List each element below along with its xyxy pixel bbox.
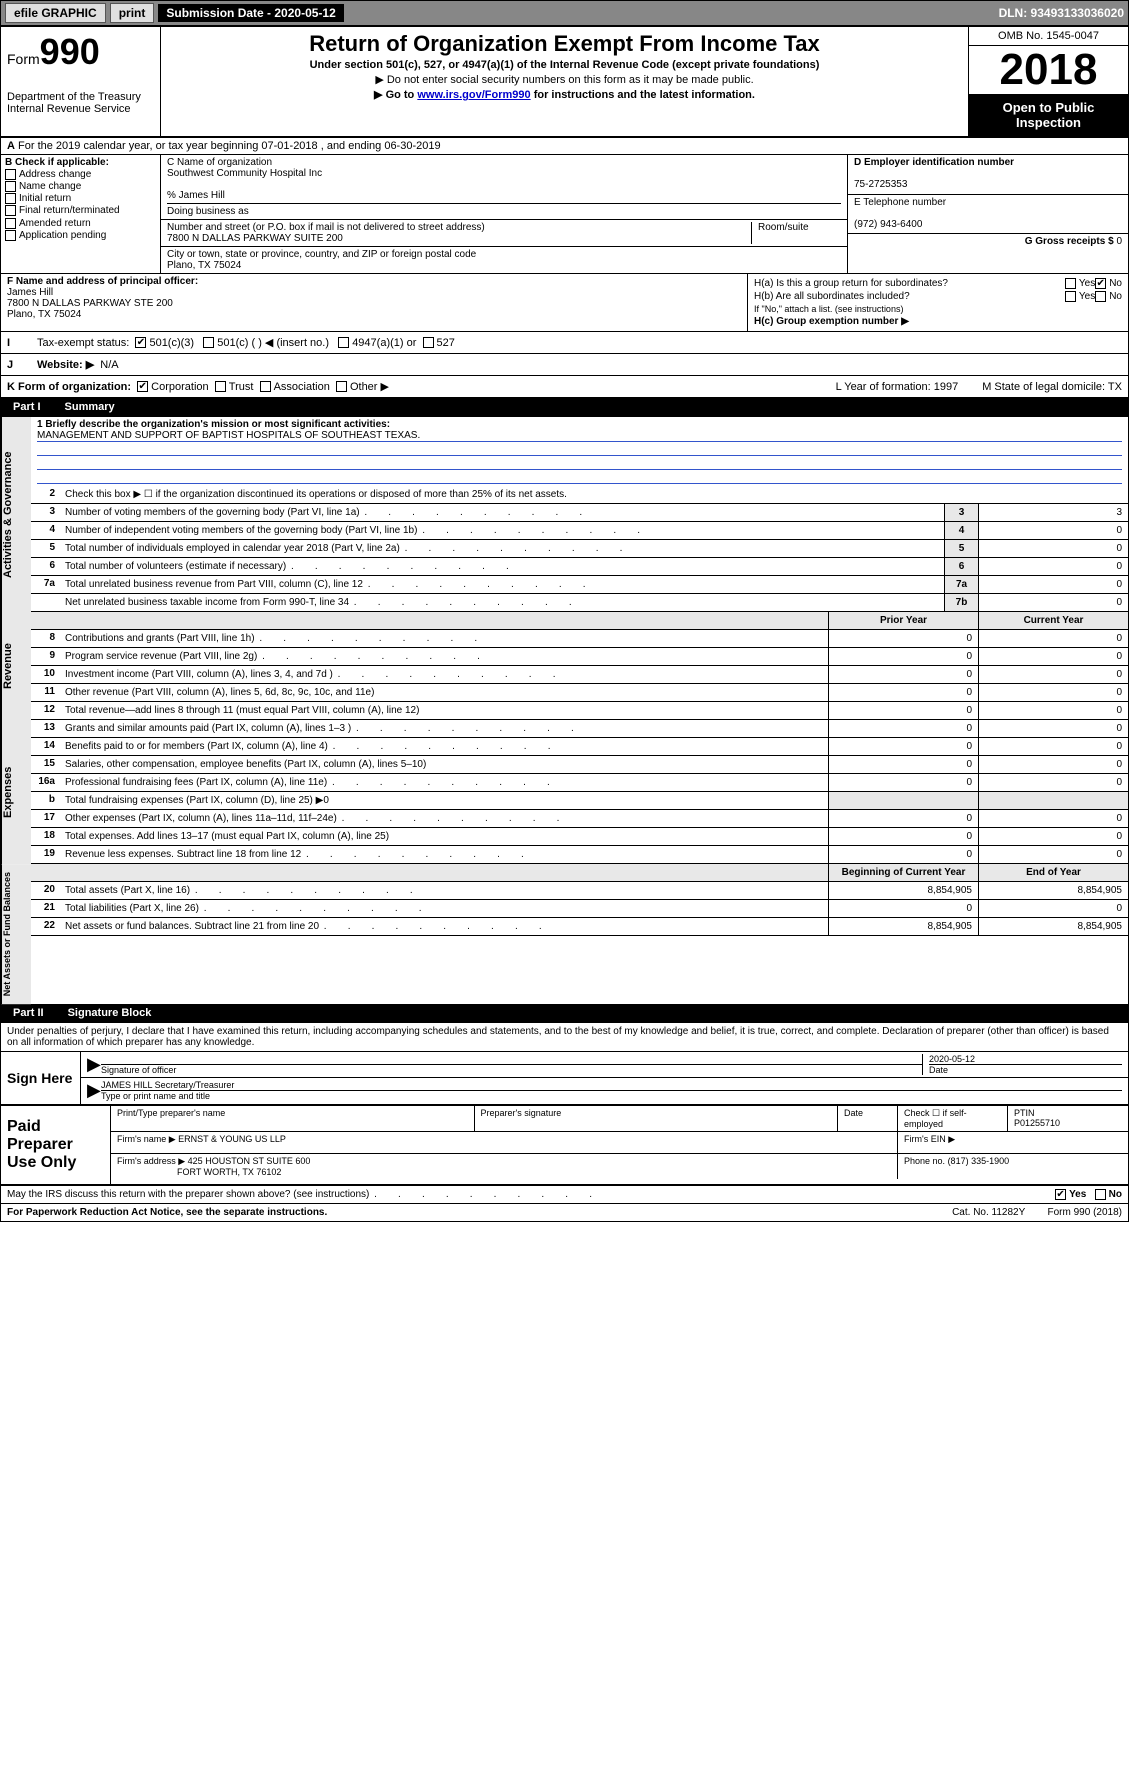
line-18: Total expenses. Add lines 13–17 (must eq… — [61, 828, 828, 845]
row-i-status: I Tax-exempt status: ✔501(c)(3) 501(c) (… — [1, 332, 1128, 354]
footer: For Paperwork Reduction Act Notice, see … — [1, 1204, 1128, 1221]
row-k-form-org: K Form of organization: ✔Corporation Tru… — [1, 376, 1128, 398]
line-22: Net assets or fund balances. Subtract li… — [61, 918, 828, 935]
self-employed-hdr: Check ☐ if self-employed — [898, 1106, 1008, 1131]
cb-4947[interactable] — [338, 337, 349, 348]
cb-527[interactable] — [423, 337, 434, 348]
line-14: Benefits paid to or for members (Part IX… — [61, 738, 828, 755]
part-2-header: Part II Signature Block — [1, 1004, 1128, 1023]
vtab-expenses: Expenses — [1, 720, 31, 864]
preparer-sig-hdr: Preparer's signature — [475, 1106, 839, 1131]
tax-year: 2018 — [969, 46, 1128, 94]
open-inspection: Open to Public Inspection — [969, 94, 1128, 136]
col-end: End of Year — [978, 864, 1128, 881]
sign-date: 2020-05-12Date — [922, 1054, 1122, 1075]
preparer-date-hdr: Date — [838, 1106, 898, 1131]
firm-phone: Phone no. (817) 335-1900 — [898, 1154, 1128, 1179]
cb-501c3[interactable]: ✔ — [135, 337, 146, 348]
toolbar: efile GRAPHIC print Submission Date - 20… — [0, 0, 1129, 26]
line-21: Total liabilities (Part X, line 26) — [61, 900, 828, 917]
form-990: Form990 Department of the Treasury Inter… — [0, 26, 1129, 1222]
dept-label: Department of the Treasury Internal Reve… — [7, 91, 154, 115]
box-b: B Check if applicable: Address change Na… — [1, 155, 161, 273]
perjury-statement: Under penalties of perjury, I declare th… — [1, 1023, 1128, 1052]
line-5: Total number of individuals employed in … — [61, 540, 944, 557]
line-19: Revenue less expenses. Subtract line 18 … — [61, 846, 828, 863]
cb-final-return[interactable]: Final return/terminated — [5, 205, 156, 216]
line-12: Total revenue—add lines 8 through 11 (mu… — [61, 702, 828, 719]
line-20: Total assets (Part X, line 16) — [61, 882, 828, 899]
col-prior: Prior Year — [828, 612, 978, 629]
line-15: Salaries, other compensation, employee b… — [61, 756, 828, 773]
dln-label: DLN: 93493133036020 — [999, 6, 1124, 20]
ptin-cell: PTINP01255710 — [1008, 1106, 1128, 1131]
form-title: Return of Organization Exempt From Incom… — [169, 31, 960, 57]
cb-assoc[interactable] — [260, 381, 271, 392]
cb-other[interactable] — [336, 381, 347, 392]
preparer-name-hdr: Print/Type preparer's name — [111, 1106, 475, 1131]
line-16a: Professional fundraising fees (Part IX, … — [61, 774, 828, 791]
officer-signature[interactable]: Signature of officer — [101, 1054, 922, 1075]
cb-initial-return[interactable]: Initial return — [5, 193, 156, 204]
line-11: Other revenue (Part VIII, column (A), li… — [61, 684, 828, 701]
form-number: Form990 — [7, 31, 154, 73]
cb-amended[interactable]: Amended return — [5, 218, 156, 229]
line-2: Check this box ▶ ☐ if the organization d… — [61, 486, 1128, 503]
line-7b: Net unrelated business taxable income fr… — [61, 594, 944, 611]
line-1-mission: 1 Briefly describe the organization's mi… — [31, 417, 1128, 486]
cb-discuss-no[interactable] — [1095, 1189, 1106, 1200]
cb-discuss-yes[interactable]: ✔ — [1055, 1189, 1066, 1200]
line-9: Program service revenue (Part VIII, line… — [61, 648, 828, 665]
line-10: Investment income (Part VIII, column (A)… — [61, 666, 828, 683]
part-1-header: Part I Summary — [1, 398, 1128, 417]
year-formation: L Year of formation: 1997 — [836, 381, 959, 393]
box-d-ein: D Employer identification number 75-2725… — [848, 155, 1128, 195]
cb-trust[interactable] — [215, 381, 226, 392]
vtab-governance: Activities & Governance — [1, 417, 31, 612]
officer-name: JAMES HILL Secretary/TreasurerType or pr… — [101, 1080, 1122, 1102]
col-current: Current Year — [978, 612, 1128, 629]
line-4: Number of independent voting members of … — [61, 522, 944, 539]
firm-address: Firm's address ▶ 425 HOUSTON ST SUITE 60… — [111, 1154, 898, 1179]
submission-date: Submission Date - 2020-05-12 — [158, 4, 343, 22]
line-13: Grants and similar amounts paid (Part IX… — [61, 720, 828, 737]
line-17: Other expenses (Part IX, column (A), lin… — [61, 810, 828, 827]
paid-preparer-label: Paid Preparer Use Only — [1, 1106, 111, 1184]
instructions-link[interactable]: www.irs.gov/Form990 — [417, 89, 530, 101]
col-beginning: Beginning of Current Year — [828, 864, 978, 881]
cb-corp[interactable]: ✔ — [137, 381, 148, 392]
cb-name-change[interactable]: Name change — [5, 181, 156, 192]
firm-name: Firm's name ▶ ERNST & YOUNG US LLP — [111, 1132, 898, 1153]
row-a-period: A For the 2019 calendar year, or tax yea… — [1, 138, 1128, 155]
vtab-net-assets: Net Assets or Fund Balances — [1, 864, 31, 1004]
org-city: City or town, state or province, country… — [161, 247, 847, 273]
vtab-revenue: Revenue — [1, 612, 31, 720]
subtitle-1: Under section 501(c), 527, or 4947(a)(1)… — [169, 59, 960, 71]
box-h: H(a) Is this a group return for subordin… — [748, 274, 1128, 331]
box-e-phone: E Telephone number (972) 943-6400 — [848, 195, 1128, 235]
line-3: Number of voting members of the governin… — [61, 504, 944, 521]
line-16b: Total fundraising expenses (Part IX, col… — [61, 792, 828, 809]
omb-number: OMB No. 1545-0047 — [969, 27, 1128, 46]
cb-501c[interactable] — [203, 337, 214, 348]
print-button[interactable]: print — [110, 3, 155, 23]
org-name: C Name of organization Southwest Communi… — [161, 155, 847, 220]
sign-here-label: Sign Here — [1, 1052, 81, 1104]
state-domicile: M State of legal domicile: TX — [982, 381, 1122, 393]
line-6: Total number of volunteers (estimate if … — [61, 558, 944, 575]
line-7a: Total unrelated business revenue from Pa… — [61, 576, 944, 593]
row-j-website: J Website: ▶ N/A — [1, 354, 1128, 376]
subtitle-3: ▶ Go to www.irs.gov/Form990 for instruct… — [169, 88, 960, 101]
efile-button[interactable]: efile GRAPHIC — [5, 3, 106, 23]
box-f-officer: F Name and address of principal officer:… — [1, 274, 748, 331]
cb-address-change[interactable]: Address change — [5, 169, 156, 180]
irs-discuss: May the IRS discuss this return with the… — [1, 1186, 1128, 1204]
cb-application-pending[interactable]: Application pending — [5, 230, 156, 241]
subtitle-2: ▶ Do not enter social security numbers o… — [169, 73, 960, 86]
line-8: Contributions and grants (Part VIII, lin… — [61, 630, 828, 647]
org-address: Number and street (or P.O. box if mail i… — [161, 220, 847, 247]
box-g-receipts: G Gross receipts $ 0 — [848, 234, 1128, 273]
firm-ein: Firm's EIN ▶ — [898, 1132, 1128, 1153]
